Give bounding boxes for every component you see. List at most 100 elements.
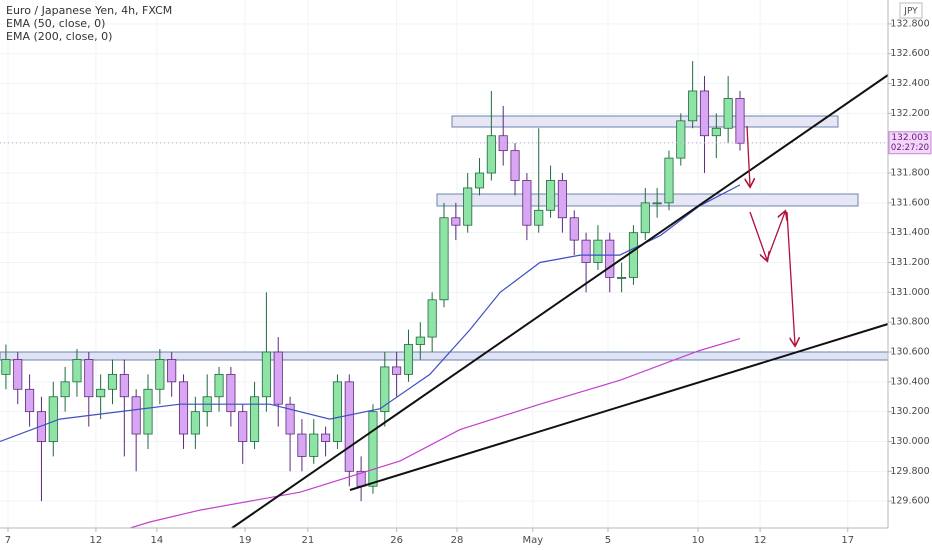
arrow xyxy=(747,125,750,186)
candle-body xyxy=(1,359,11,375)
candle-body xyxy=(84,359,94,398)
candle-body xyxy=(581,239,591,263)
candle-body xyxy=(214,373,224,398)
candle-body xyxy=(285,403,295,435)
y-tick-label: 132.200 xyxy=(890,108,929,119)
candle-body xyxy=(344,381,354,472)
drawings xyxy=(231,74,889,529)
currency: JPY xyxy=(903,7,918,17)
candle-body xyxy=(96,388,106,398)
trend-line xyxy=(349,323,889,491)
candle-body xyxy=(510,150,520,181)
legend-title: Euro / Japanese Yen, 4h, FXCM xyxy=(6,4,172,17)
candle-body xyxy=(486,135,496,174)
candle-body xyxy=(403,344,414,375)
y-tick-label: 132.600 xyxy=(890,48,929,59)
x-tick-label: 28 xyxy=(451,535,464,546)
x-tick-label: May xyxy=(522,535,543,546)
y-tick-label: 130.000 xyxy=(890,436,929,447)
candle-body xyxy=(628,232,638,278)
x-tick-label: 19 xyxy=(239,535,252,546)
ema-line xyxy=(128,338,741,528)
candle-body xyxy=(309,433,319,457)
last-price-box xyxy=(888,131,932,155)
legend-entry: EMA (200, close, 0) xyxy=(6,30,112,43)
candle-body xyxy=(321,433,331,442)
candle-body xyxy=(711,127,721,137)
y-tick-label: 130.600 xyxy=(890,347,929,358)
candle-body xyxy=(190,411,200,435)
price-axis xyxy=(888,0,932,550)
candle-body xyxy=(451,217,461,226)
candle-body xyxy=(522,180,532,226)
candle-body xyxy=(699,90,710,137)
x-tick-label: 14 xyxy=(151,535,164,546)
x-tick-label: 21 xyxy=(301,535,314,546)
arrow xyxy=(766,212,785,261)
y-tick-label: 130.200 xyxy=(890,406,929,417)
x-tick-label: 10 xyxy=(692,535,705,546)
y-tick-label: 130.800 xyxy=(890,317,929,328)
y-tick-label: 130.400 xyxy=(890,376,929,387)
candle-body xyxy=(605,239,615,278)
candle-body xyxy=(13,359,23,390)
x-tick-label: 12 xyxy=(90,535,103,546)
candle-body xyxy=(557,180,567,219)
candle-body xyxy=(297,433,307,457)
candle-body xyxy=(131,396,141,435)
candle-body xyxy=(238,411,248,442)
candle-body xyxy=(380,366,390,413)
candle-body xyxy=(178,381,189,435)
candle-body xyxy=(143,388,153,435)
x-tick-label: 7 xyxy=(5,535,11,546)
candle-body xyxy=(546,180,556,211)
countdown: 02:27:20 xyxy=(891,143,929,153)
candle-body xyxy=(463,187,473,226)
candle-body xyxy=(25,388,35,413)
candle-body xyxy=(688,90,698,122)
candle-body xyxy=(72,359,82,383)
candle-body xyxy=(392,366,402,375)
candle-body xyxy=(167,359,177,383)
candle-body xyxy=(273,351,283,405)
y-tick-label: 131.000 xyxy=(890,287,929,298)
candle-body xyxy=(534,209,544,226)
candle-body xyxy=(332,381,342,442)
candle-body xyxy=(415,336,425,345)
candle-body xyxy=(226,373,236,413)
x-tick-label: 5 xyxy=(605,535,611,546)
y-tick-label: 131.800 xyxy=(890,168,929,179)
candle-body xyxy=(617,277,627,279)
y-tick-label: 131.400 xyxy=(890,227,929,238)
candle-body xyxy=(640,202,650,234)
y-tick-label: 129.600 xyxy=(890,496,929,507)
candle-body xyxy=(155,359,165,390)
resistance-zone xyxy=(451,115,839,128)
arrow xyxy=(749,211,767,260)
y-tick-label: 129.800 xyxy=(890,466,929,477)
last-price: 132.003 xyxy=(891,133,928,143)
candle-body xyxy=(250,396,260,442)
candle-body xyxy=(723,98,733,129)
candle-body xyxy=(60,381,70,398)
candle-body xyxy=(439,217,449,301)
candle-body xyxy=(48,396,58,442)
x-tick-label: 12 xyxy=(754,535,767,546)
y-tick-label: 131.200 xyxy=(890,257,929,268)
candle-body xyxy=(427,299,437,338)
y-tick-label: 131.600 xyxy=(890,197,929,208)
candle-body xyxy=(676,120,686,159)
candle-body xyxy=(569,217,579,241)
candle-body xyxy=(498,135,508,152)
y-tick-label: 132.800 xyxy=(890,18,929,29)
candle-body xyxy=(593,239,603,263)
x-tick-label: 26 xyxy=(390,535,403,546)
legend-entry: EMA (50, close, 0) xyxy=(6,17,105,30)
candle-body xyxy=(368,411,378,487)
candle-body xyxy=(664,157,674,204)
candle-body xyxy=(735,98,745,144)
x-tick-label: 17 xyxy=(841,535,854,546)
candle-body xyxy=(652,202,662,205)
